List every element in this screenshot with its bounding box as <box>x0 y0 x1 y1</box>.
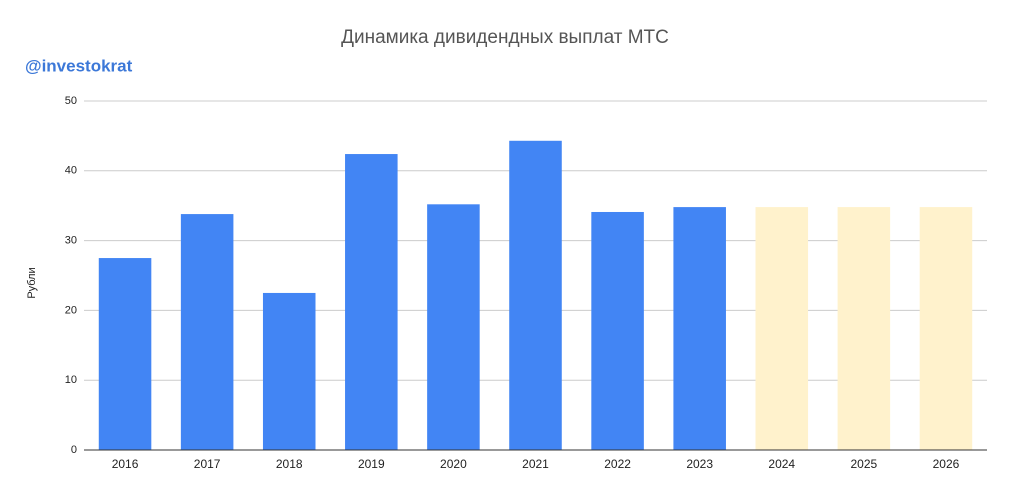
x-tick-label: 2018 <box>276 457 303 471</box>
bar <box>509 140 562 450</box>
y-tick-label: 50 <box>65 95 77 107</box>
bar <box>591 211 644 450</box>
x-tick-label: 2023 <box>686 457 713 471</box>
x-tick-label: 2020 <box>440 457 467 471</box>
bar <box>755 207 809 450</box>
y-tick-label: 20 <box>65 304 77 316</box>
y-tick-label: 30 <box>65 235 77 247</box>
x-tick-label: 2025 <box>851 457 878 471</box>
watermark: @investokrat <box>25 56 133 75</box>
bar <box>98 258 152 450</box>
y-tick-label: 0 <box>71 444 77 456</box>
bar <box>427 204 480 450</box>
x-tick-label: 2021 <box>522 457 549 471</box>
bar <box>837 207 891 450</box>
x-tick-label: 2019 <box>358 457 385 471</box>
bar <box>262 292 316 450</box>
x-tick-label: 2017 <box>194 457 221 471</box>
x-tick-label: 2024 <box>768 457 795 471</box>
bar <box>180 214 234 450</box>
bar <box>919 207 973 450</box>
bar <box>673 207 726 450</box>
bar <box>345 154 398 450</box>
x-tick-label: 2022 <box>604 457 631 471</box>
y-tick-label: 10 <box>65 374 77 386</box>
y-tick-label: 40 <box>65 165 77 177</box>
chart-title: Динамика дивидендных выплат МТС <box>341 27 669 48</box>
y-axis-label: Рубли <box>26 267 38 298</box>
x-tick-label: 2026 <box>933 457 960 471</box>
x-tick-label: 2016 <box>112 457 139 471</box>
